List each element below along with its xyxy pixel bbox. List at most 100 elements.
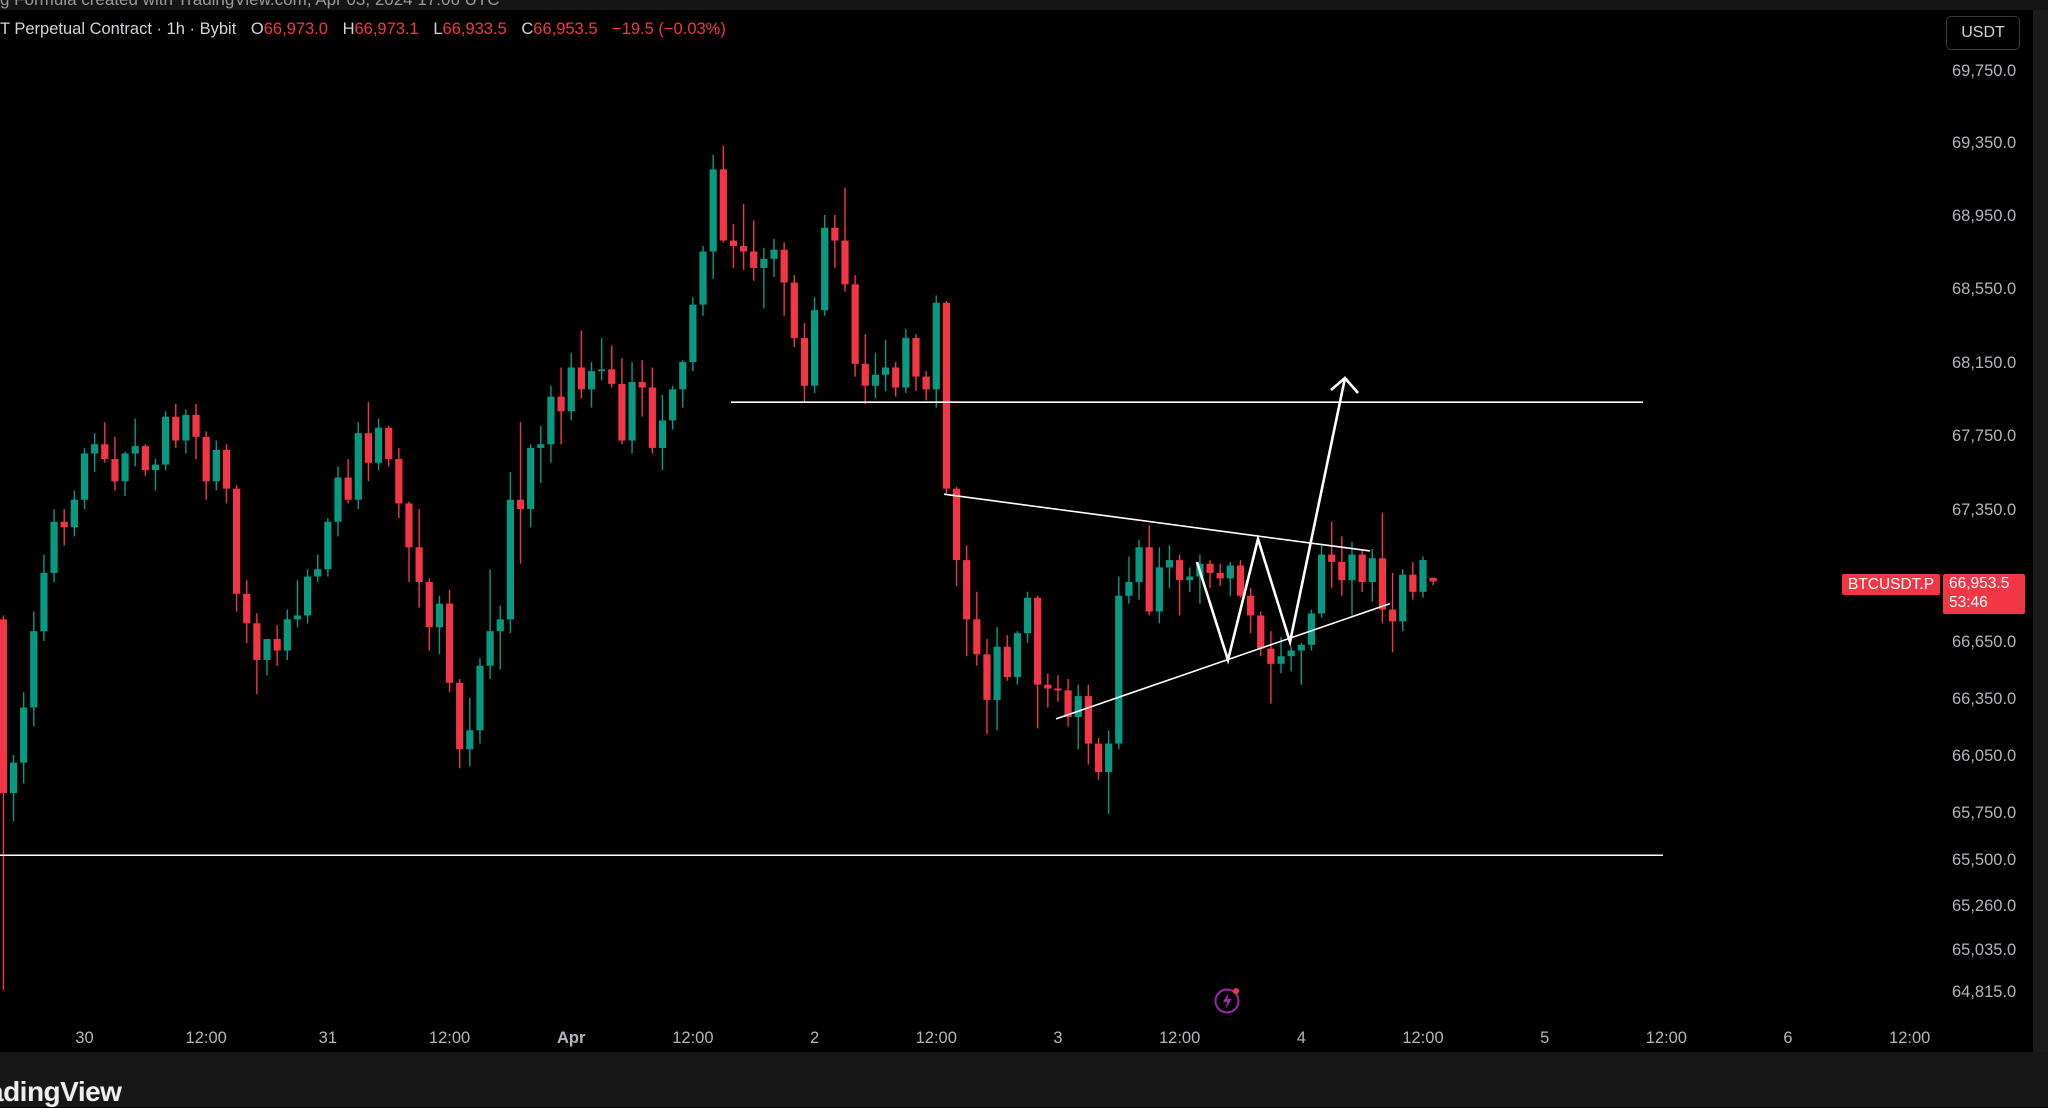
lightning-icon[interactable] <box>1214 986 1242 1014</box>
candle-body <box>628 382 636 441</box>
candle-body <box>486 631 494 666</box>
candle-body <box>831 227 839 241</box>
candle-body <box>1074 696 1082 717</box>
bar-countdown: 53:46 <box>1949 594 1988 611</box>
candle-body <box>679 362 687 390</box>
candle-body <box>851 284 859 364</box>
candle-body <box>618 383 626 441</box>
candle-body <box>983 654 991 700</box>
candle-body <box>212 449 220 482</box>
candle-body <box>790 282 798 338</box>
candle-body <box>871 374 880 386</box>
candle-body <box>537 444 545 448</box>
high-label: H <box>342 20 355 38</box>
projection-arrowhead <box>1330 376 1359 394</box>
candle-body <box>1388 609 1397 622</box>
candle-body <box>202 436 210 482</box>
candle-body <box>729 240 738 247</box>
candle-body <box>942 302 950 489</box>
candle-body <box>1247 595 1255 616</box>
candle-body <box>1135 547 1143 582</box>
candle-body <box>354 433 362 500</box>
last-price-value: 66,953.5 <box>1949 575 2010 592</box>
candle-body <box>1378 558 1387 610</box>
x-tick-label: 12:00 <box>672 1029 713 1047</box>
candle-body <box>993 646 1001 700</box>
y-tick-label: 69,750.0 <box>1952 62 2016 80</box>
y-tick-label: 65,260.0 <box>1952 897 2016 915</box>
x-tick-label: 5 <box>1540 1029 1549 1047</box>
candle-body <box>1277 656 1285 664</box>
candle-body <box>324 521 332 570</box>
high-value: 66,973.1 <box>354 20 419 38</box>
candle-body <box>1125 582 1133 596</box>
candle-body <box>70 499 78 528</box>
candle-body <box>699 251 707 305</box>
x-tick-label: Apr <box>557 1029 586 1047</box>
top-caption-text: g Formula created with TradingView.com, … <box>0 0 500 10</box>
y-tick-label: 66,650.0 <box>1952 633 2016 651</box>
right-edge-scrollbar[interactable] <box>2033 10 2048 1052</box>
candle-body <box>902 337 910 388</box>
candle-body <box>1176 560 1184 581</box>
candle-body <box>141 446 149 471</box>
candle-body <box>1317 554 1326 614</box>
candle-body <box>740 246 748 252</box>
candle-body <box>598 369 606 372</box>
drawings-layer <box>0 376 1663 857</box>
symbol-description[interactable]: T Perpetual Contract · 1h · Bybit <box>0 20 237 38</box>
y-tick-label: 64,815.0 <box>1952 983 2016 1001</box>
chart-panel[interactable] <box>0 10 2033 1052</box>
candle-body <box>496 619 504 632</box>
candle-body <box>1165 560 1174 568</box>
candle-body <box>435 603 443 628</box>
candle-body <box>892 367 900 388</box>
candle-body <box>1115 595 1123 744</box>
open-label: O <box>250 20 264 38</box>
candle-body <box>80 453 89 500</box>
symbol-legend[interactable]: T Perpetual Contract · 1h · Bybit O66,97… <box>0 20 726 39</box>
candle-body <box>1034 597 1042 685</box>
candle-body <box>1105 743 1113 773</box>
open-value: 66,973.0 <box>263 20 328 38</box>
candle-body <box>770 249 778 259</box>
candle-body <box>253 623 261 660</box>
candle-body <box>567 367 575 412</box>
candle-body <box>162 416 170 465</box>
candle-body <box>1206 563 1214 573</box>
candle-body <box>638 382 646 388</box>
candle-body <box>1348 554 1356 581</box>
candle-body <box>445 603 454 683</box>
candles-layer <box>0 145 1437 991</box>
candle-body <box>841 240 849 285</box>
candle-body <box>506 499 514 620</box>
candle-body <box>151 464 160 471</box>
candle-body <box>1429 577 1437 582</box>
x-tick-label: 12:00 <box>1402 1029 1443 1047</box>
tradingview-logo: adingView <box>0 1076 122 1107</box>
candle-body <box>1003 646 1011 678</box>
close-label: C <box>521 20 534 38</box>
candle-body <box>861 363 869 386</box>
bottom-bar <box>0 1052 2048 1107</box>
candle-body <box>1064 690 1072 717</box>
y-tick-label: 65,500.0 <box>1952 851 2016 869</box>
candle-body <box>293 615 302 620</box>
x-tick-label: 12:00 <box>916 1029 957 1047</box>
currency-button[interactable]: USDT <box>1946 16 2020 50</box>
candle-body <box>648 387 656 448</box>
candle-body <box>973 619 981 655</box>
candle-body <box>1155 567 1163 612</box>
projection-path <box>1195 377 1347 665</box>
candle-body <box>0 619 7 793</box>
candle-body <box>476 665 484 731</box>
candle-body <box>101 444 109 460</box>
candle-body <box>1419 560 1427 592</box>
candle-body <box>952 488 961 561</box>
candle-body <box>1216 572 1224 579</box>
x-tick-label: 12:00 <box>186 1029 227 1047</box>
price-axis[interactable] <box>1940 10 2033 1052</box>
candle-body <box>922 376 930 390</box>
candle-body <box>1287 650 1295 657</box>
